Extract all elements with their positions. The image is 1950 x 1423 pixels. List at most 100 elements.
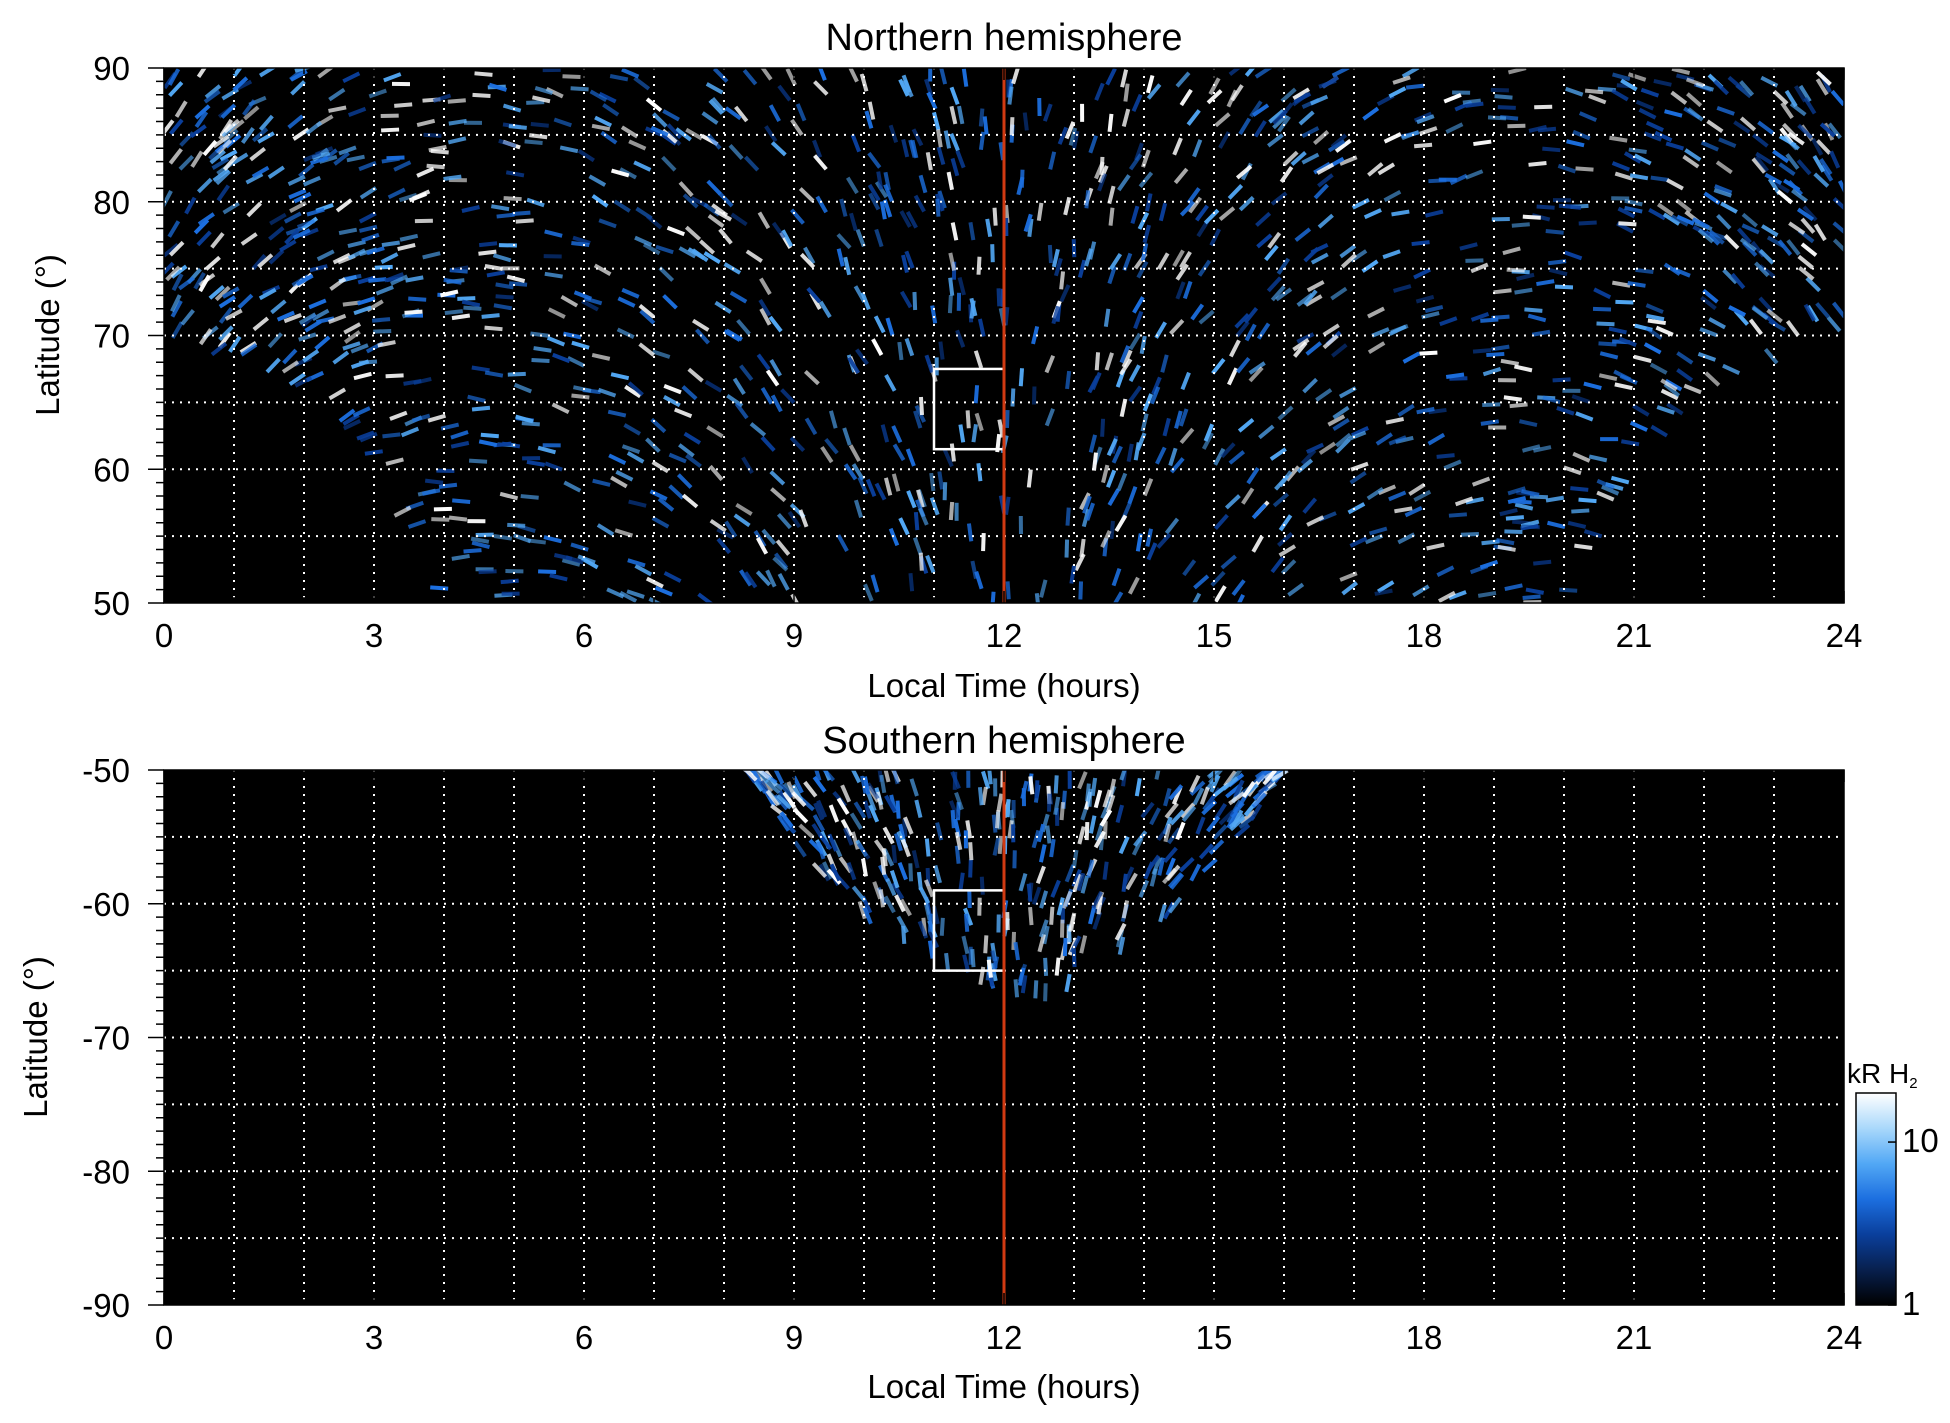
emission-streak bbox=[703, 251, 721, 265]
emission-streak bbox=[1044, 355, 1056, 374]
emission-streak bbox=[645, 576, 664, 589]
emission-streak bbox=[657, 497, 675, 512]
emission-streak bbox=[891, 844, 898, 864]
emission-streak bbox=[756, 353, 771, 371]
emission-streak bbox=[1683, 383, 1702, 395]
emission-streak bbox=[1199, 786, 1210, 805]
emission-streak bbox=[1251, 503, 1267, 520]
emission-streak bbox=[1205, 774, 1220, 791]
emission-streak bbox=[738, 569, 753, 587]
emission-streak bbox=[792, 807, 809, 824]
emission-streak bbox=[1168, 447, 1178, 467]
northern-ticks bbox=[148, 67, 1845, 604]
emission-streak bbox=[1571, 394, 1590, 404]
emission-streak bbox=[799, 252, 816, 269]
emission-streak bbox=[698, 239, 716, 255]
emission-streak bbox=[1047, 793, 1052, 812]
emission-streak bbox=[1803, 303, 1816, 322]
emission-streak bbox=[1188, 196, 1203, 214]
emission-streak bbox=[1054, 957, 1061, 976]
emission-streak bbox=[216, 184, 231, 202]
emission-streak bbox=[1318, 441, 1337, 455]
emission-streak bbox=[1228, 791, 1246, 806]
emission-streak bbox=[1655, 325, 1674, 337]
emission-streak bbox=[1272, 109, 1288, 125]
x-tick-label: 6 bbox=[575, 1319, 593, 1356]
emission-streak bbox=[531, 358, 550, 363]
emission-streak bbox=[542, 68, 561, 73]
emission-streak bbox=[1059, 919, 1065, 938]
emission-streak bbox=[1272, 492, 1290, 508]
emission-streak bbox=[212, 168, 230, 183]
emission-streak bbox=[490, 204, 510, 212]
emission-streak bbox=[1122, 252, 1133, 272]
emission-streak bbox=[1741, 212, 1758, 228]
emission-streak bbox=[950, 222, 959, 241]
emission-streak bbox=[627, 381, 644, 397]
emission-streak bbox=[1049, 838, 1056, 858]
emission-streak bbox=[478, 249, 497, 256]
emission-streak bbox=[1428, 407, 1447, 415]
emission-streak bbox=[1254, 770, 1272, 780]
x-tick-label: 0 bbox=[155, 1319, 173, 1356]
emission-streak bbox=[164, 119, 175, 137]
emission-streak bbox=[1257, 779, 1274, 795]
emission-streak bbox=[775, 539, 791, 556]
emission-streak bbox=[770, 141, 787, 157]
emission-streak bbox=[884, 374, 897, 392]
emission-streak bbox=[928, 913, 933, 932]
emission-streak bbox=[934, 357, 939, 376]
emission-streak bbox=[705, 82, 724, 95]
emission-streak bbox=[918, 174, 928, 194]
emission-streak bbox=[1178, 856, 1195, 873]
emission-streak bbox=[1305, 341, 1322, 356]
emission-streak bbox=[534, 86, 554, 95]
emission-streak bbox=[829, 863, 842, 882]
emission-streak bbox=[768, 104, 781, 122]
emission-streak bbox=[1789, 102, 1807, 117]
emission-streak bbox=[708, 99, 724, 115]
emission-streak bbox=[962, 954, 971, 973]
emission-streak bbox=[1088, 434, 1098, 453]
emission-streak bbox=[1697, 228, 1715, 244]
emission-streak bbox=[1065, 507, 1071, 526]
emission-streak bbox=[1051, 305, 1060, 325]
emission-streak bbox=[1632, 404, 1650, 417]
emission-streak bbox=[1521, 524, 1540, 530]
emission-streak bbox=[204, 84, 222, 99]
emission-streak bbox=[484, 370, 504, 378]
emission-streak bbox=[1300, 449, 1317, 465]
emission-streak bbox=[1505, 515, 1525, 521]
emission-streak bbox=[955, 329, 966, 348]
emission-streak bbox=[1043, 983, 1048, 1002]
emission-streak bbox=[1751, 306, 1769, 321]
emission-streak bbox=[268, 249, 285, 265]
emission-streak bbox=[874, 482, 887, 501]
emission-streak bbox=[1772, 180, 1790, 194]
emission-streak bbox=[795, 103, 807, 122]
emission-streak bbox=[221, 286, 240, 299]
emission-streak bbox=[785, 68, 797, 86]
emission-streak bbox=[847, 68, 859, 83]
emission-streak bbox=[1069, 565, 1076, 584]
emission-streak bbox=[1186, 187, 1201, 205]
emission-streak bbox=[1758, 296, 1774, 313]
emission-streak bbox=[240, 232, 258, 246]
emission-streak bbox=[1005, 409, 1010, 429]
emission-streak bbox=[1206, 815, 1221, 833]
emission-streak bbox=[1780, 101, 1794, 120]
emission-streak bbox=[758, 298, 772, 317]
emission-streak bbox=[880, 424, 890, 443]
emission-streak bbox=[1053, 257, 1063, 277]
emission-streak bbox=[704, 379, 723, 393]
emission-streak bbox=[729, 290, 748, 304]
emission-streak bbox=[1077, 771, 1088, 790]
emission-streak bbox=[393, 505, 412, 518]
emission-streak bbox=[232, 76, 249, 92]
emission-streak bbox=[846, 861, 857, 881]
emission-streak bbox=[1575, 411, 1594, 422]
emission-streak bbox=[1611, 280, 1631, 288]
emission-streak bbox=[1270, 191, 1288, 206]
emission-streak bbox=[1383, 189, 1402, 203]
